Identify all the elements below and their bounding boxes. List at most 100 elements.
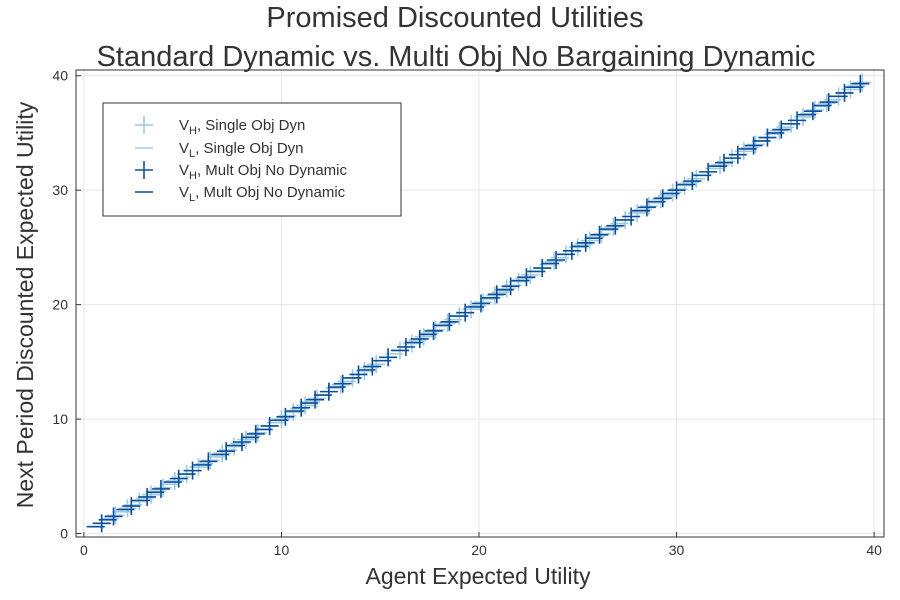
data-point-v-h-single-obj-dyn <box>746 135 765 154</box>
data-point-v-h-single-obj-dyn <box>248 423 267 442</box>
data-point-v-h-mult-obj-no-dynamic <box>803 102 822 121</box>
data-point-v-h-single-obj-dyn <box>509 272 528 291</box>
data-point-v-h-mult-obj-no-dynamic <box>424 321 443 340</box>
data-point-v-h-mult-obj-no-dynamic <box>788 111 807 130</box>
legend-label: VH, Mult Obj No Dynamic <box>179 162 348 182</box>
data-point-v-h-mult-obj-no-dynamic <box>349 365 368 384</box>
data-point-v-h-single-obj-dyn <box>663 183 682 202</box>
data-point-v-h-single-obj-dyn <box>485 286 504 305</box>
data-point-v-h-single-obj-dyn <box>817 94 836 113</box>
data-point-v-h-mult-obj-no-dynamic <box>292 398 311 417</box>
data-point-v-h-mult-obj-no-dynamic <box>533 259 552 278</box>
data-point-v-h-mult-obj-no-dynamic <box>728 145 747 164</box>
data-point-v-h-mult-obj-no-dynamic <box>606 216 625 235</box>
data-point-v-h-single-obj-dyn <box>201 451 220 470</box>
data-point-v-h-mult-obj-no-dynamic <box>151 479 170 498</box>
data-point-v-h-single-obj-dyn <box>142 485 161 504</box>
data-point-v-h-single-obj-dyn <box>284 403 303 422</box>
data-point-v-h-single-obj-dyn <box>308 389 327 408</box>
data-point-v-h-mult-obj-no-dynamic <box>246 424 265 443</box>
data-point-v-h-single-obj-dyn <box>118 499 137 518</box>
data-point-v-h-single-obj-dyn <box>426 320 445 339</box>
y-tick-label: 40 <box>52 68 68 84</box>
data-point-v-h-mult-obj-no-dynamic <box>758 128 777 147</box>
data-point-v-h-mult-obj-no-dynamic <box>772 120 791 139</box>
legend-entry-v-l-single-obj-dyn: VL, Single Obj Dyn <box>135 140 304 160</box>
y-tick-label: 20 <box>52 297 68 313</box>
data-point-v-h-mult-obj-no-dynamic <box>851 74 870 93</box>
y-tick-label: 0 <box>60 526 68 542</box>
data-point-v-h-mult-obj-no-dynamic <box>744 136 763 155</box>
data-point-v-h-single-obj-dyn <box>236 430 255 449</box>
data-point-v-h-mult-obj-no-dynamic <box>104 507 123 526</box>
legend-marker-v-h-single-obj-dyn <box>135 116 153 134</box>
y-axis-label: Next Period Discounted Expected Utility <box>12 101 38 508</box>
data-point-v-h-mult-obj-no-dynamic <box>819 93 838 112</box>
data-point-v-h-single-obj-dyn <box>604 217 623 236</box>
data-point-v-h-mult-obj-no-dynamic <box>319 382 338 401</box>
x-tick-label: 30 <box>669 542 685 558</box>
data-point-v-h-mult-obj-no-dynamic <box>217 442 236 461</box>
data-point-v-h-mult-obj-no-dynamic <box>363 357 382 376</box>
legend-entry-v-l-mult-obj-no-dynamic: VL, Mult Obj No Dynamic <box>135 184 346 204</box>
data-point-v-h-mult-obj-no-dynamic <box>547 251 566 270</box>
legend-entry-v-h-mult-obj-no-dynamic: VH, Mult Obj No Dynamic <box>135 161 348 182</box>
chart-title-line-2: Standard Dynamic vs. Multi Obj No Bargai… <box>97 41 816 73</box>
series-v-l-mult-obj-no-dynamic <box>86 86 864 528</box>
data-point-v-h-mult-obj-no-dynamic <box>667 181 686 200</box>
data-point-v-h-single-obj-dyn <box>711 156 730 175</box>
data-point-v-h-mult-obj-no-dynamic <box>683 172 702 191</box>
data-point-v-h-single-obj-dyn <box>225 437 244 456</box>
data-point-v-h-single-obj-dyn <box>497 279 516 298</box>
legend-box <box>102 102 402 217</box>
data-point-v-h-single-obj-dyn <box>296 396 315 415</box>
data-point-v-h-mult-obj-no-dynamic <box>410 329 429 348</box>
data-point-v-h-mult-obj-no-dynamic <box>440 312 459 331</box>
data-point-v-h-mult-obj-no-dynamic <box>590 225 609 244</box>
data-point-v-h-mult-obj-no-dynamic <box>92 514 111 533</box>
x-tick-label: 20 <box>471 542 487 558</box>
data-point-v-h-single-obj-dyn <box>675 176 694 195</box>
legend: VH, Single Obj Dyn VL, Single Obj DynVH, … <box>102 102 402 217</box>
data-point-v-h-single-obj-dyn <box>521 265 540 284</box>
legend-label: VH, Single Obj Dyn <box>179 117 305 137</box>
data-point-v-h-single-obj-dyn <box>592 224 611 243</box>
data-point-v-h-mult-obj-no-dynamic <box>456 303 475 322</box>
x-tick-label: 40 <box>866 542 882 558</box>
data-point-v-h-single-obj-dyn <box>272 410 291 429</box>
data-point-v-h-mult-obj-no-dynamic <box>714 153 733 172</box>
tick-labels: 0 10 20 30 40 0 10 20 30 40 <box>52 68 882 558</box>
data-point-v-h-single-obj-dyn <box>805 101 824 120</box>
data-point-v-h-single-obj-dyn <box>106 506 125 525</box>
data-point-v-h-single-obj-dyn <box>687 169 706 188</box>
series-v-h-mult-obj-no-dynamic <box>92 74 870 533</box>
data-point-v-h-mult-obj-no-dynamic <box>576 233 595 252</box>
x-tick-label: 10 <box>274 542 290 558</box>
data-point-v-h-mult-obj-no-dynamic <box>232 432 251 451</box>
data-point-v-h-mult-obj-no-dynamic <box>169 469 188 488</box>
legend-marker-v-h-mult-obj-no-dynamic <box>135 161 153 179</box>
data-point-v-h-mult-obj-no-dynamic <box>138 487 157 506</box>
data-point-v-h-mult-obj-no-dynamic <box>379 348 398 367</box>
data-point-v-h-mult-obj-no-dynamic <box>276 407 295 426</box>
y-tick-label: 10 <box>52 411 68 427</box>
data-point-v-h-mult-obj-no-dynamic <box>562 241 581 260</box>
x-tick-label: 0 <box>80 542 88 558</box>
data-point-v-h-mult-obj-no-dynamic <box>306 390 325 409</box>
data-point-v-h-mult-obj-no-dynamic <box>260 416 279 435</box>
data-point-v-h-single-obj-dyn <box>438 313 457 332</box>
data-point-v-h-single-obj-dyn <box>473 293 492 312</box>
data-point-v-h-single-obj-dyn <box>770 121 789 140</box>
data-point-v-h-single-obj-dyn <box>853 73 872 92</box>
legend-label: VL, Single Obj Dyn <box>179 140 304 160</box>
y-tick-label: 30 <box>52 182 68 198</box>
legend-entry-v-h-single-obj-dyn: VH, Single Obj Dyn <box>135 116 305 137</box>
series-layer <box>86 73 872 533</box>
data-point-v-h-mult-obj-no-dynamic <box>517 268 536 287</box>
data-point-v-h-single-obj-dyn <box>331 375 350 394</box>
data-point-v-h-single-obj-dyn <box>130 492 149 511</box>
data-point-v-h-single-obj-dyn <box>213 444 232 463</box>
data-point-v-h-mult-obj-no-dynamic <box>396 337 415 356</box>
